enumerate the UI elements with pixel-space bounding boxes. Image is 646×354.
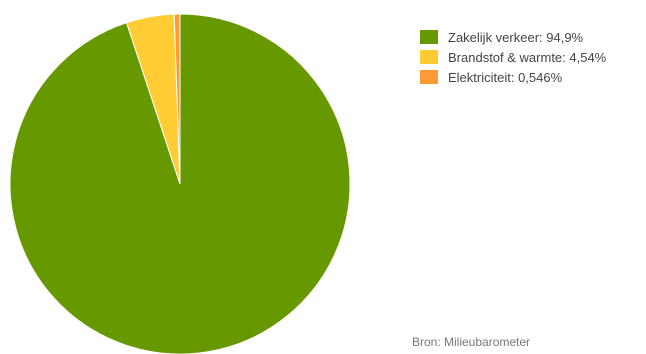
pie-slice-elektriciteit[interactable]: [173, 13, 181, 185]
legend-label: Elektriciteit: 0,546%: [448, 69, 563, 85]
legend-swatch: [420, 70, 438, 84]
legend-swatch: [420, 50, 438, 64]
legend-label: Brandstof & warmte: 4,54%: [448, 49, 607, 65]
legend-item-elektriciteit[interactable]: Elektriciteit: 0,546%: [420, 68, 606, 86]
legend: Zakelijk verkeer: 94,9% Brandstof & warm…: [420, 28, 606, 88]
source-note: Bron: Milieubarometer: [412, 335, 531, 349]
legend-label: Zakelijk verkeer: 94,9%: [448, 29, 584, 45]
legend-swatch: [420, 30, 438, 44]
legend-item-brandstof-warmte[interactable]: Brandstof & warmte: 4,54%: [420, 48, 606, 66]
legend-item-zakelijk-verkeer[interactable]: Zakelijk verkeer: 94,9%: [420, 28, 606, 46]
